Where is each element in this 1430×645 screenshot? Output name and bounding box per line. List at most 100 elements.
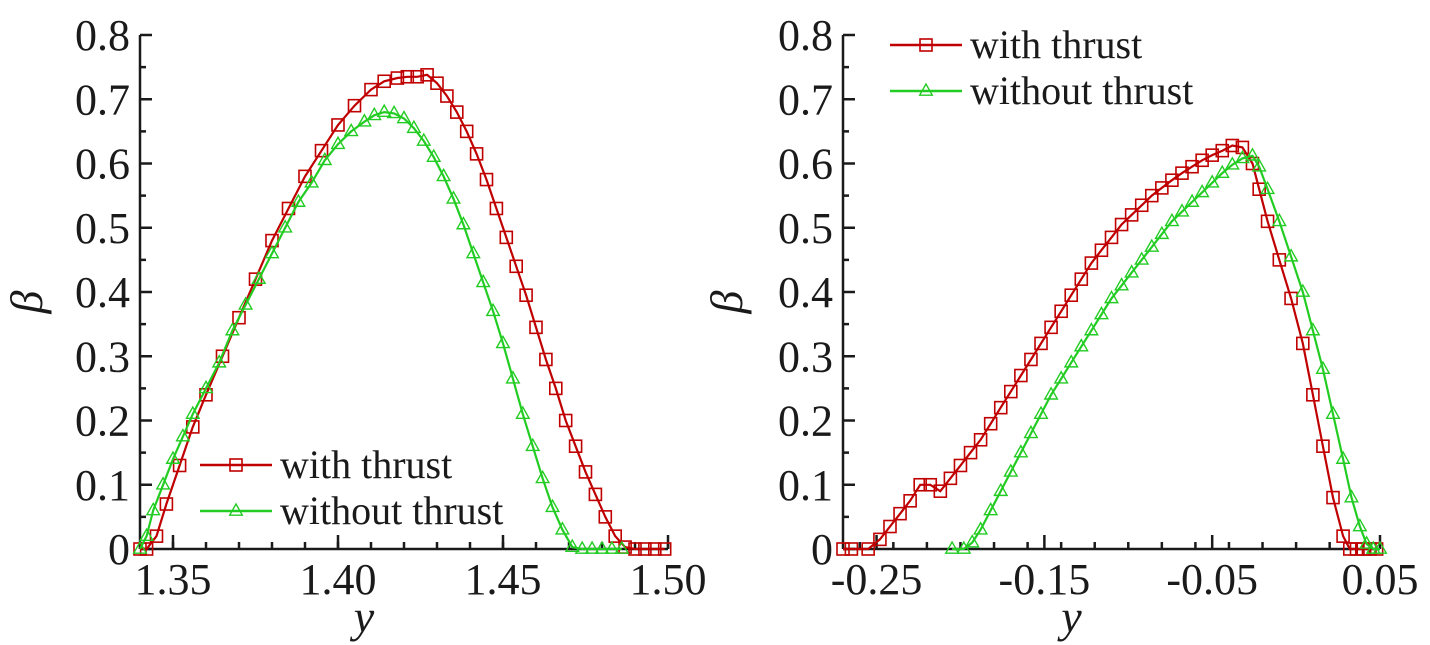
data-point-s1-1	[956, 540, 972, 554]
data-point-s0-36	[568, 439, 583, 454]
chart-right: 0 0.1 0.2 0.3 0.4 0.5 0.6 0.7 0.8 -0.25 -0.15 -0.05…	[701, 11, 1419, 642]
data-point-s1-6	[1003, 463, 1019, 477]
data-point-s1-16	[317, 151, 333, 166]
x-tick-label: -0.05	[1166, 555, 1258, 604]
data-point-s1-34	[1283, 248, 1299, 262]
data-point-s0-15	[993, 400, 1008, 415]
data-point-s1-14	[1083, 322, 1099, 336]
data-point-s0-19	[400, 69, 415, 84]
data-point-s1-40	[1343, 489, 1359, 503]
data-point-s1-38	[1325, 405, 1341, 419]
data-point-s1-12	[1063, 354, 1079, 368]
data-point-s1-40	[564, 538, 580, 552]
data-point-s1-14	[290, 193, 306, 207]
x-tick-label: 1.45	[465, 555, 542, 604]
data-point-s1-25	[416, 132, 432, 146]
data-point-s0-11	[953, 458, 968, 473]
data-point-s1-33	[1271, 212, 1287, 227]
data-point-s1-9	[224, 322, 240, 336]
data-point-s0-3	[873, 532, 887, 547]
legend-label: without thrust	[280, 488, 503, 533]
y-tick-label: 0.6	[75, 140, 130, 189]
y-tick-label: 0.4	[778, 268, 833, 317]
y-tick-label: 0.1	[75, 461, 130, 510]
data-point-s0-19	[1034, 336, 1048, 351]
data-point-s1-27	[1214, 164, 1230, 179]
data-point-s1-31	[475, 273, 491, 288]
data-point-s1-19	[356, 113, 372, 127]
data-point-s1-26	[1204, 174, 1220, 188]
y-tick-label: 0.7	[75, 75, 130, 124]
data-point-s0-8	[232, 310, 246, 325]
x-tick-label: -0.15	[999, 555, 1091, 604]
data-point-s1-24	[1184, 193, 1200, 207]
data-point-s1-11	[1053, 370, 1069, 384]
legend-label: without thrust	[970, 68, 1193, 113]
y-tick-label: 0.3	[778, 332, 833, 381]
data-point-s0-30	[509, 259, 524, 274]
data-point-s1-12	[264, 245, 280, 259]
data-point-s0-42	[1260, 214, 1275, 229]
data-point-s1-2	[145, 502, 161, 516]
data-point-s0-42	[628, 542, 642, 556]
data-point-s0-47	[1316, 439, 1330, 454]
y-tick-label: 0.8	[778, 11, 833, 60]
data-point-s1-15	[304, 174, 320, 188]
data-point-s0-45	[657, 542, 672, 556]
data-point-s1-20	[366, 106, 382, 121]
data-point-s1-39	[1335, 450, 1351, 464]
data-point-s1-29	[1234, 149, 1250, 164]
series-line	[843, 144, 1377, 551]
data-point-s1-legend	[918, 82, 934, 96]
data-point-s0-46	[1306, 387, 1320, 402]
data-point-s0-31	[519, 288, 533, 303]
y-tick-label: 0.7	[778, 75, 833, 124]
series-without-thrust	[944, 147, 1388, 554]
data-point-s0-14	[331, 118, 345, 132]
data-point-s1-21	[1154, 225, 1170, 240]
data-point-s0-41	[1252, 182, 1266, 196]
data-point-s1-42	[1359, 535, 1375, 549]
data-point-s1-28	[446, 190, 461, 204]
data-point-s0-22	[430, 76, 444, 90]
data-point-s1-32	[485, 302, 501, 317]
data-point-s0-17	[377, 74, 392, 89]
data-point-s1-43	[594, 540, 610, 554]
x-axis-title: y	[350, 591, 375, 642]
data-point-s0-1	[844, 542, 859, 556]
data-point-s1-44	[604, 540, 620, 554]
data-point-s1-22	[1164, 212, 1180, 227]
data-point-s0-30	[1144, 188, 1159, 203]
data-point-s0-49	[1336, 529, 1350, 543]
data-point-s1-17	[1114, 277, 1130, 291]
data-point-s1-33	[495, 334, 511, 349]
data-point-s0-38	[1225, 138, 1240, 153]
x-tick-label: 1.35	[135, 555, 212, 604]
data-point-s1-41	[1352, 518, 1368, 532]
data-point-s1-30	[465, 245, 481, 259]
data-point-s0-43	[638, 542, 652, 556]
data-point-s0-12	[963, 445, 978, 460]
data-point-s0-10	[943, 471, 958, 486]
data-point-s0-37	[578, 465, 593, 479]
y-tick-label: 0.8	[75, 11, 130, 60]
data-point-s1-21	[376, 103, 392, 118]
data-point-s0-9	[933, 484, 948, 498]
data-point-s0-54	[1369, 542, 1384, 556]
data-point-s0-29	[1134, 198, 1149, 213]
data-point-s0-2	[861, 542, 875, 556]
data-point-s1-31	[1251, 158, 1267, 172]
data-point-s0-7	[913, 477, 927, 492]
y-axis-title: β	[701, 290, 752, 314]
data-point-s1-22	[386, 104, 402, 119]
data-point-s1-15	[1093, 306, 1109, 320]
data-point-s0-34	[548, 381, 563, 396]
data-point-s0-28	[1124, 208, 1139, 222]
data-point-s1-30	[1244, 147, 1260, 161]
data-point-s0-40	[608, 529, 623, 543]
data-point-s0-35	[558, 413, 573, 428]
data-point-s0-32	[1165, 173, 1179, 188]
data-point-s1-6	[185, 405, 201, 419]
data-point-s1-18	[1124, 264, 1140, 278]
